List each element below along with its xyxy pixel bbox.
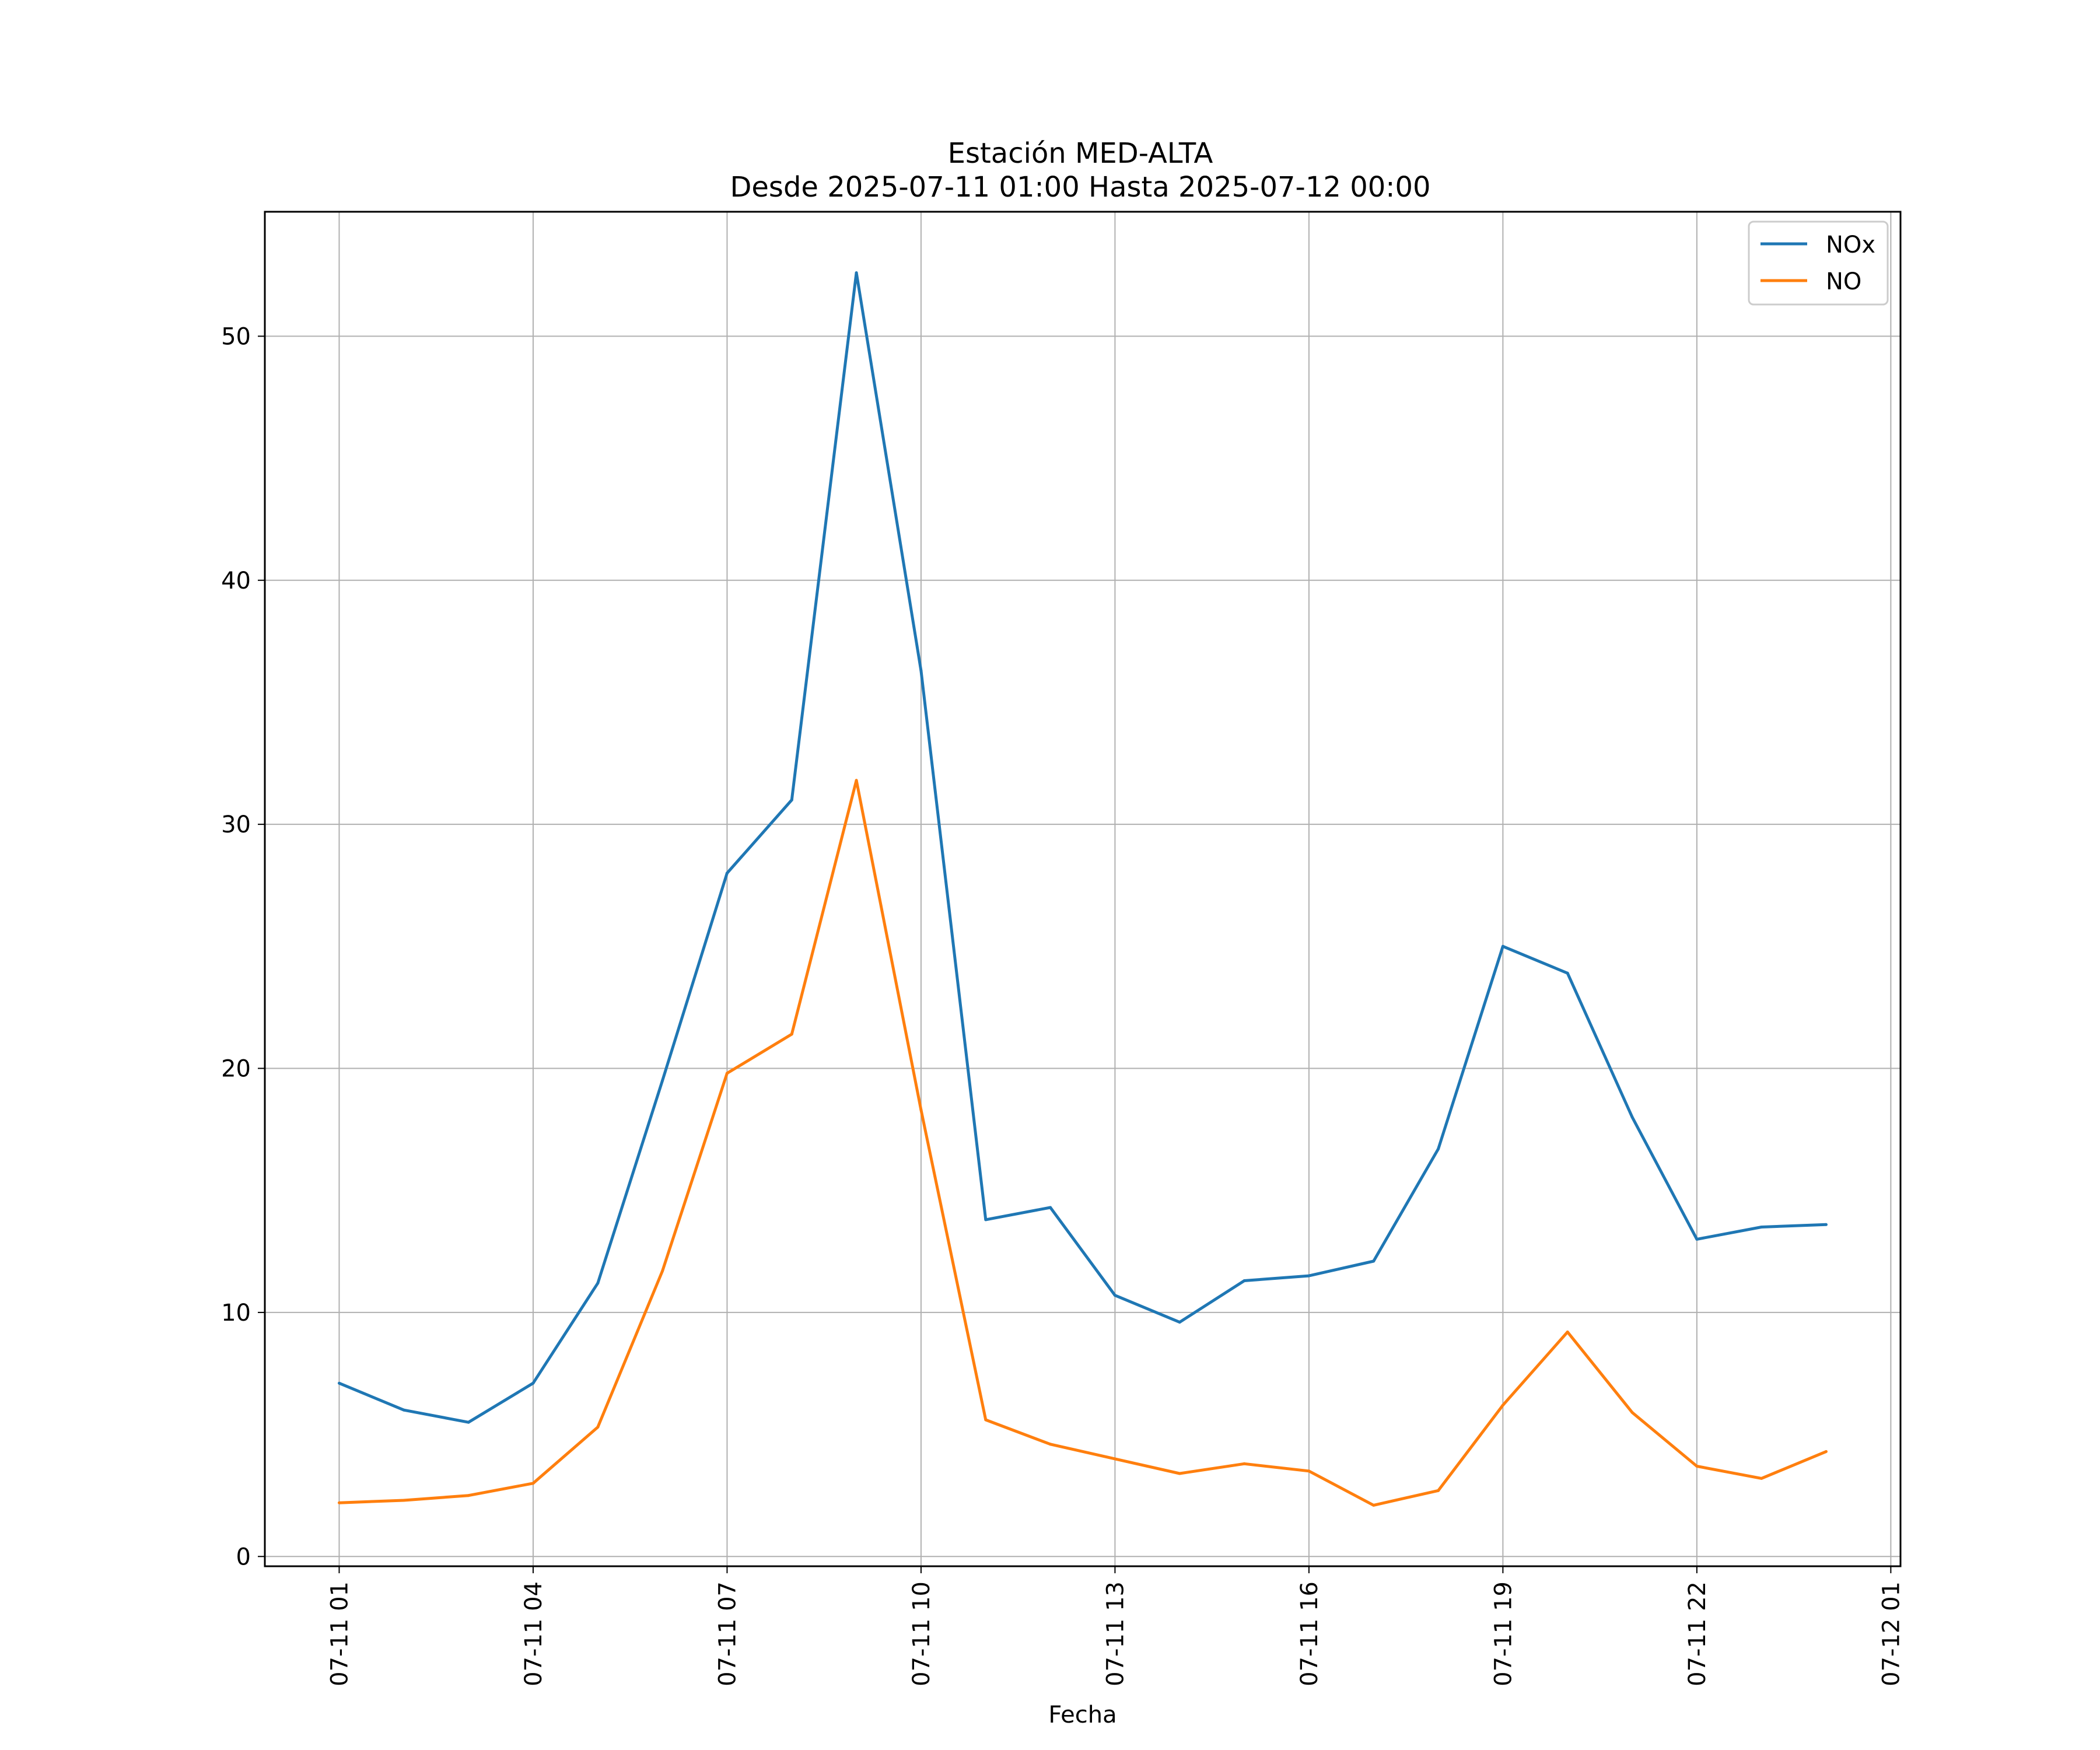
data-point-nox <box>919 669 923 673</box>
x-tick-label: 07-11 10 <box>908 1581 935 1686</box>
data-point-nox <box>1307 1274 1311 1278</box>
data-point-nox <box>531 1381 535 1385</box>
data-point-no <box>338 1501 341 1504</box>
legend-label-no: NO <box>1826 268 1861 295</box>
y-tick-label: 50 <box>221 323 251 350</box>
x-tick-label: 07-11 04 <box>520 1581 547 1686</box>
y-tick-label: 20 <box>221 1056 251 1083</box>
data-point-nox <box>661 1079 664 1082</box>
data-point-no <box>855 779 858 782</box>
data-point-nox <box>338 1381 341 1385</box>
data-point-nox <box>725 872 729 875</box>
data-point-no <box>1566 1330 1569 1334</box>
y-tick-label: 40 <box>221 568 251 594</box>
y-tick-label: 30 <box>221 811 251 838</box>
data-point-no <box>984 1418 988 1422</box>
axis-ticks: 07-11 01 07-11 04 07-11 07 07-11 10 07-11 13… <box>221 323 1905 1686</box>
data-point-no <box>1307 1469 1311 1473</box>
data-point-no <box>1695 1465 1699 1468</box>
data-point-no <box>1437 1489 1440 1492</box>
data-point-nox <box>1695 1237 1699 1241</box>
data-point-no <box>1113 1457 1116 1461</box>
x-tick-label: 07-11 19 <box>1490 1581 1517 1686</box>
x-tick-label: 07-11 13 <box>1102 1581 1129 1686</box>
series-line-nox <box>338 271 1826 1424</box>
data-point-no <box>725 1072 729 1075</box>
data-point-nox <box>1049 1206 1052 1209</box>
x-tick-label: 07-11 22 <box>1684 1581 1711 1686</box>
data-point-nox <box>984 1218 988 1222</box>
plot-frame <box>264 211 1902 1567</box>
y-tick-label: 0 <box>236 1544 251 1570</box>
data-point-no <box>661 1269 664 1273</box>
data-point-no <box>1178 1472 1181 1475</box>
legend: NOx NO <box>1748 220 1889 306</box>
data-point-nox <box>1630 1115 1634 1119</box>
data-point-no <box>1372 1503 1376 1507</box>
chart-title: Estación MED-ALTA <box>948 137 1213 170</box>
data-point-no <box>596 1426 600 1429</box>
data-point-nox <box>1566 971 1569 975</box>
series-lines <box>338 271 1828 1507</box>
data-point-nox <box>1372 1259 1376 1263</box>
x-tick-label: 07-11 01 <box>326 1581 353 1686</box>
data-point-no <box>1501 1404 1504 1407</box>
data-point-nox <box>1178 1321 1181 1324</box>
grid <box>265 212 1901 1566</box>
legend-label-nox: NOx <box>1826 232 1875 258</box>
x-tick-label: 07-11 07 <box>714 1581 741 1686</box>
data-point-no <box>919 1108 923 1112</box>
data-point-nox <box>596 1282 600 1285</box>
chart-subtitle: Desde 2025-07-11 01:00 Hasta 2025-07-12 … <box>730 171 1430 204</box>
x-tick-label: 07-12 01 <box>1878 1581 1905 1686</box>
x-axis-label: Fecha <box>1048 1702 1116 1728</box>
data-point-nox <box>790 798 793 802</box>
data-point-nox <box>855 271 858 275</box>
data-point-no <box>1630 1410 1634 1414</box>
data-point-no <box>1242 1462 1246 1465</box>
data-point-nox <box>467 1420 470 1424</box>
data-point-nox <box>1501 944 1504 948</box>
y-tick-label: 10 <box>221 1300 251 1326</box>
x-tick-label: 07-11 16 <box>1296 1581 1323 1686</box>
data-point-nox <box>1437 1147 1440 1151</box>
data-point-nox <box>1760 1226 1763 1228</box>
data-point-no <box>790 1032 793 1036</box>
data-point-no <box>1049 1443 1052 1446</box>
data-point-no <box>1825 1450 1828 1453</box>
data-point-no <box>1760 1476 1763 1480</box>
series-line-no <box>339 779 1827 1507</box>
data-point-nox <box>1113 1294 1116 1297</box>
data-point-nox <box>1242 1279 1246 1282</box>
data-point-nox <box>402 1408 405 1412</box>
data-point-no <box>467 1494 470 1497</box>
data-point-no <box>531 1482 535 1485</box>
data-point-nox <box>1825 1223 1828 1226</box>
data-point-no <box>402 1499 405 1502</box>
